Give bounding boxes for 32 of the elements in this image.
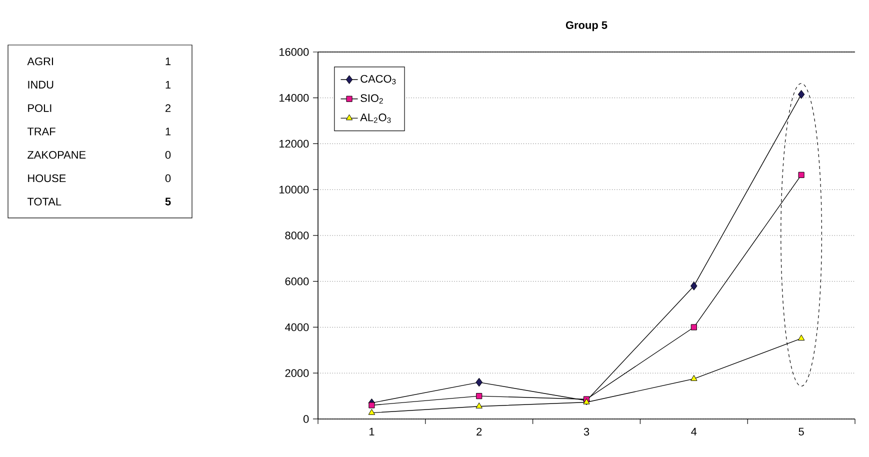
text: 5	[165, 198, 171, 206]
y-tick-label: 14000	[280, 94, 309, 102]
text: 1	[166, 58, 171, 66]
text: 0	[165, 151, 171, 159]
text: TRAF	[27, 128, 56, 136]
y-tick-label: 0	[303, 415, 309, 423]
text: ZAKOPANE	[28, 151, 86, 159]
x-tick-label: 4	[691, 428, 697, 436]
y-tick-label: 12000	[280, 140, 309, 148]
y-tick-label: 4000	[285, 323, 309, 332]
x-tick-label: 2	[476, 428, 482, 436]
legend-label: SIO$_{2}$	[360, 94, 383, 104]
chart-title: Group 5	[566, 21, 608, 32]
y-tick-label: 6000	[285, 277, 309, 286]
y-tick-label: 2000	[285, 369, 309, 377]
x-tick-label: 5	[798, 428, 804, 436]
y-tick-label: 10000	[280, 186, 309, 194]
x-tick-label: 1	[369, 428, 374, 436]
y-tick-label: 8000	[285, 232, 309, 240]
x-tick-label: 3	[584, 428, 590, 436]
text: TOTAL	[27, 198, 62, 206]
text: AGRI	[27, 57, 53, 66]
legend-label: CACO$_{3}$	[360, 74, 396, 84]
y-tick-label: 16000	[280, 48, 309, 56]
text: INDU	[28, 80, 54, 89]
text: 0	[165, 174, 171, 182]
text: 1	[166, 80, 171, 88]
legend-label: AL$_{2}$O$_{3}$	[360, 114, 391, 123]
text: HOUSE	[28, 174, 66, 182]
text: POLI	[28, 104, 52, 112]
text: 1	[166, 128, 171, 136]
text: 2	[166, 104, 171, 112]
